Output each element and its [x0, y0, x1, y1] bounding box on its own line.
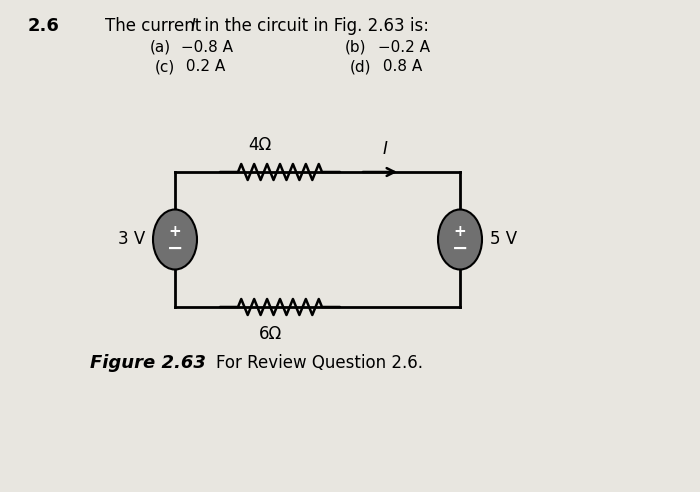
- Text: −: −: [452, 239, 468, 257]
- Text: +: +: [169, 223, 181, 239]
- Text: I: I: [383, 140, 387, 158]
- Text: (c): (c): [155, 59, 175, 74]
- Text: 0.8 A: 0.8 A: [378, 59, 422, 74]
- Text: 5 V: 5 V: [490, 230, 517, 248]
- Text: 4Ω: 4Ω: [248, 136, 272, 154]
- Text: (b): (b): [345, 40, 367, 55]
- Text: −0.2 A: −0.2 A: [373, 40, 430, 55]
- Ellipse shape: [153, 210, 197, 270]
- Text: For Review Question 2.6.: For Review Question 2.6.: [195, 354, 423, 372]
- Text: 2.6: 2.6: [28, 17, 60, 35]
- Text: 0.2 A: 0.2 A: [181, 59, 225, 74]
- Text: Figure 2.63: Figure 2.63: [90, 354, 206, 372]
- Text: in the circuit in Fig. 2.63 is:: in the circuit in Fig. 2.63 is:: [199, 17, 429, 35]
- Text: The current: The current: [105, 17, 206, 35]
- Text: (a): (a): [150, 40, 171, 55]
- Text: −: −: [167, 239, 183, 257]
- Text: +: +: [454, 223, 466, 239]
- Text: −0.8 A: −0.8 A: [176, 40, 233, 55]
- Text: 6Ω: 6Ω: [258, 325, 281, 343]
- Text: I: I: [191, 17, 196, 35]
- Text: 3 V: 3 V: [118, 230, 145, 248]
- Ellipse shape: [438, 210, 482, 270]
- Text: (d): (d): [350, 59, 372, 74]
